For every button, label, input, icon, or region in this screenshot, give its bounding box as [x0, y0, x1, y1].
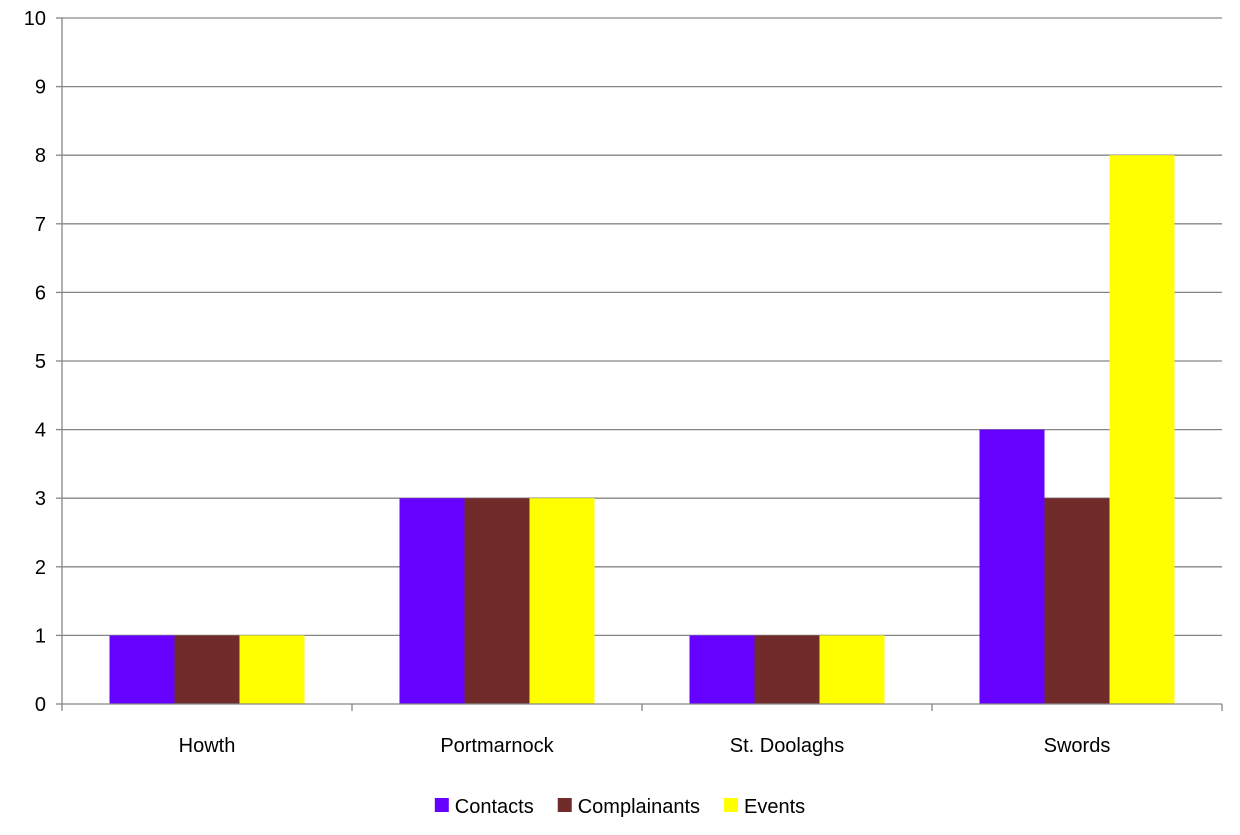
axes	[56, 17, 1223, 711]
bar-events-1	[529, 498, 595, 704]
y-axis-tick-labels: 0 1 2 3 4 5 6 7 8 9 10	[24, 8, 46, 716]
y-tick-label: 9	[35, 77, 46, 99]
x-category-label: Howth	[179, 735, 236, 757]
y-tick-label: 4	[35, 420, 46, 442]
bar-events-2	[819, 635, 885, 704]
x-category-label: Portmarnock	[440, 735, 554, 757]
y-tick-label: 6	[35, 282, 46, 304]
y-tick-label: 1	[35, 625, 46, 647]
bar-events-0	[239, 635, 305, 704]
y-tick-label: 8	[35, 145, 46, 167]
bar-complainants-2	[754, 635, 820, 704]
x-axis-category-labels: Howth Portmarnock St. Doolaghs Swords	[179, 735, 1111, 757]
bar-contacts-2	[689, 635, 755, 704]
bar-complainants-0	[174, 635, 240, 704]
y-tick-label: 5	[35, 351, 46, 373]
x-category-label: St. Doolaghs	[730, 735, 845, 757]
legend-label-events: Events	[744, 796, 805, 818]
legend-swatch-contacts	[434, 798, 449, 812]
bar-complainants-3	[1044, 498, 1110, 704]
bar-events-3	[1109, 155, 1175, 704]
legend-label-contacts: Contacts	[455, 796, 534, 818]
bar-contacts-1	[399, 498, 465, 704]
bar-contacts-0	[109, 635, 175, 704]
legend-label-complainants: Complainants	[578, 796, 700, 818]
legend-swatch-complainants	[557, 798, 572, 812]
bars	[109, 155, 1175, 704]
y-tick-label: 7	[35, 214, 46, 236]
gridlines	[62, 17, 1222, 637]
bar-complainants-1	[464, 498, 530, 704]
legend: Contacts Complainants Events	[434, 796, 805, 818]
y-tick-label: 2	[35, 557, 46, 579]
bar-contacts-3	[979, 429, 1045, 704]
legend-swatch-events	[724, 798, 739, 812]
y-tick-label: 0	[35, 694, 46, 716]
y-tick-label: 10	[24, 8, 46, 30]
y-tick-label: 3	[35, 488, 46, 510]
x-category-label: Swords	[1044, 735, 1111, 757]
